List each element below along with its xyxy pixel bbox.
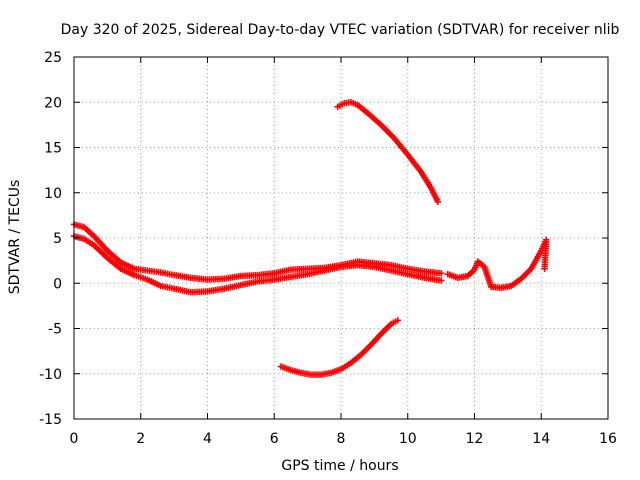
x-tick-label: 10 bbox=[399, 431, 417, 447]
x-axis-label: GPS time / hours bbox=[281, 458, 398, 474]
y-axis-label: SDTVAR / TECUs bbox=[7, 180, 23, 295]
y-tick-label: -10 bbox=[39, 367, 62, 383]
chart-title: Day 320 of 2025, Sidereal Day-to-day VTE… bbox=[61, 22, 620, 38]
y-tick-label: 15 bbox=[44, 141, 62, 157]
grid-layer bbox=[74, 57, 608, 419]
y-tick-label: -15 bbox=[39, 412, 62, 428]
y-tick-label: -5 bbox=[48, 322, 62, 338]
x-tick-label: 4 bbox=[203, 431, 212, 447]
y-tick-label: 25 bbox=[44, 50, 62, 66]
x-tick-label: 0 bbox=[70, 431, 79, 447]
data-point-lower-arc bbox=[394, 317, 401, 324]
x-tick-label: 8 bbox=[337, 431, 346, 447]
y-tick-label: 5 bbox=[53, 231, 62, 247]
data-point-upper-arc bbox=[434, 198, 441, 205]
data-point-late-segment bbox=[541, 265, 548, 272]
data-point-main-band-lower bbox=[437, 277, 445, 284]
y-tick-label: 20 bbox=[44, 95, 62, 111]
x-tick-label: 2 bbox=[136, 431, 145, 447]
data-point-main-band-upper bbox=[437, 270, 445, 277]
data-layer bbox=[70, 99, 550, 378]
axis-layer: 0 2 4 6 8 10 12 14 16 -15 -10 -5 0 5 10 15 20 25 bbox=[39, 50, 617, 447]
x-tick-label: 12 bbox=[466, 431, 484, 447]
x-tick-label: 14 bbox=[532, 431, 550, 447]
y-tick-label: 10 bbox=[44, 186, 62, 202]
x-tick-label: 6 bbox=[270, 431, 279, 447]
x-tick-label: 16 bbox=[599, 431, 617, 447]
y-tick-label: 0 bbox=[53, 276, 62, 292]
